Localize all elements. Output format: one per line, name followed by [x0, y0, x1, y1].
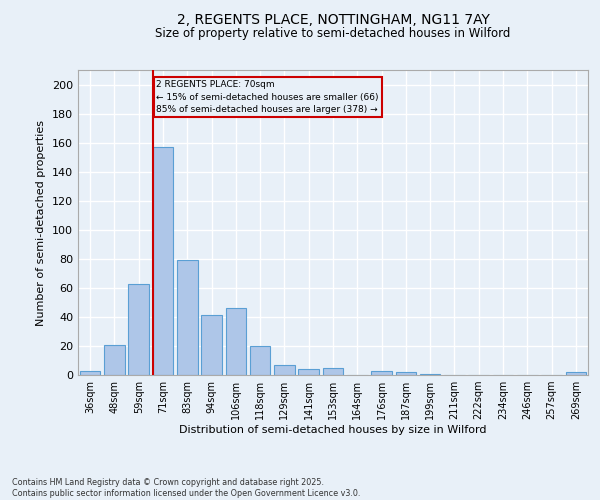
Bar: [128, 284, 149, 375]
Bar: [395, 372, 416, 375]
Bar: [104, 344, 125, 375]
Bar: [250, 346, 271, 375]
Text: Size of property relative to semi-detached houses in Wilford: Size of property relative to semi-detach…: [155, 28, 511, 40]
Bar: [274, 365, 295, 375]
Bar: [323, 368, 343, 375]
Bar: [152, 147, 173, 375]
Bar: [201, 316, 222, 375]
Bar: [298, 369, 319, 375]
Bar: [177, 260, 197, 375]
X-axis label: Distribution of semi-detached houses by size in Wilford: Distribution of semi-detached houses by …: [179, 425, 487, 435]
Y-axis label: Number of semi-detached properties: Number of semi-detached properties: [37, 120, 46, 326]
Bar: [80, 370, 100, 375]
Bar: [566, 372, 586, 375]
Text: 2, REGENTS PLACE, NOTTINGHAM, NG11 7AY: 2, REGENTS PLACE, NOTTINGHAM, NG11 7AY: [176, 12, 490, 26]
Text: Contains HM Land Registry data © Crown copyright and database right 2025.
Contai: Contains HM Land Registry data © Crown c…: [12, 478, 361, 498]
Text: 2 REGENTS PLACE: 70sqm
← 15% of semi-detached houses are smaller (66)
85% of sem: 2 REGENTS PLACE: 70sqm ← 15% of semi-det…: [157, 80, 379, 114]
Bar: [226, 308, 246, 375]
Bar: [371, 370, 392, 375]
Bar: [420, 374, 440, 375]
